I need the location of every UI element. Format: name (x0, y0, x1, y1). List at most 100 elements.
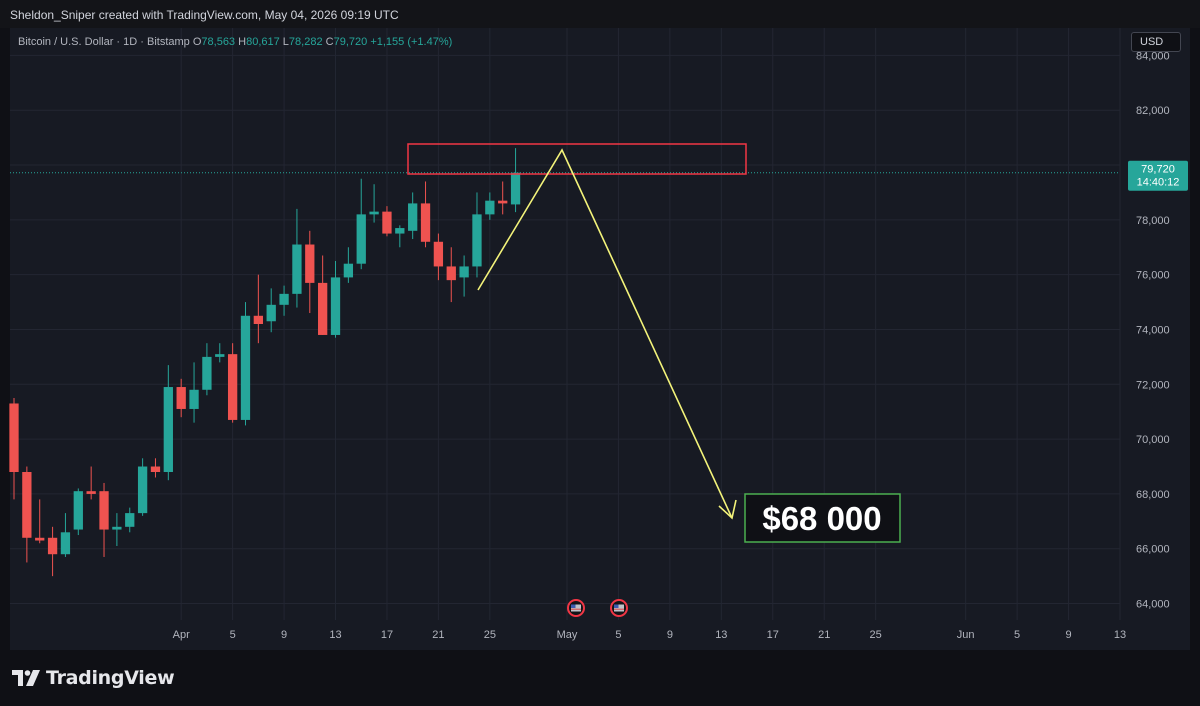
currency-selector[interactable]: USD (1131, 32, 1181, 52)
candle-body (73, 491, 83, 530)
bullish-candle (356, 178, 366, 270)
bearish-candle (318, 255, 328, 335)
price-tick-label: 68,000 (1136, 489, 1170, 501)
bullish-candle (125, 507, 135, 533)
candle-countdown: 14:40:12 (1137, 177, 1180, 189)
bearish-candle (35, 499, 45, 544)
candle-body (330, 277, 341, 335)
candle-body (150, 466, 161, 472)
candle-body (446, 266, 456, 281)
bullish-candle (112, 513, 122, 546)
target-box[interactable] (744, 493, 901, 543)
time-axis[interactable]: Apr 5 9 13 17 21 25 May 5 9 13 17 21 25 Jun 5 9 13 (173, 629, 1127, 641)
us-flag-event-icon[interactable] (567, 599, 585, 617)
bearish-candle (227, 343, 238, 423)
change-value: +1,155 (+1.47%) (370, 36, 453, 48)
bullish-candle (395, 225, 405, 248)
bullish-candle (137, 458, 148, 516)
date-tick-label: 13 (329, 629, 341, 641)
candle-body (99, 491, 109, 530)
price-tick-label: 70,000 (1136, 434, 1170, 446)
bearish-candle (420, 181, 431, 248)
candle-body (60, 532, 71, 555)
date-tick-label: 9 (281, 629, 287, 641)
arrow-head (718, 499, 737, 520)
candle-body (356, 214, 366, 264)
candle-body (318, 282, 328, 335)
price-tick-label: 84,000 (1136, 50, 1170, 62)
candles (9, 148, 521, 577)
current-price-value: 79,720 (1141, 164, 1175, 176)
candle-body (395, 228, 405, 234)
bullish-candle (279, 285, 289, 316)
candle-body (459, 266, 469, 278)
bearish-candle (22, 466, 32, 563)
bullish-candle (510, 148, 521, 213)
symbol-legend[interactable]: Bitcoin / U.S. Dollar · 1D · Bitstamp O 7… (18, 36, 452, 48)
price-tick-label: 82,000 (1136, 105, 1170, 117)
candle-body (125, 513, 135, 527)
candle-body (86, 491, 96, 494)
price-tick-label: 78,000 (1136, 215, 1170, 227)
date-tick-label: 25 (484, 629, 496, 641)
candle-body (472, 214, 482, 267)
date-tick-label: 5 (615, 629, 621, 641)
candle-body (305, 244, 315, 283)
candle-body (292, 244, 302, 294)
bullish-candle (60, 513, 71, 557)
close-value: 79,720 (333, 36, 368, 48)
candle-body (253, 315, 263, 324)
bullish-candle (189, 362, 199, 423)
bullish-candle (459, 255, 469, 297)
chart-panel[interactable] (10, 28, 1190, 650)
date-tick-label: 17 (767, 629, 779, 641)
bullish-candle (202, 343, 212, 396)
tradingview-logo[interactable]: TradingView (12, 667, 175, 689)
author-credit: Sheldon_Sniper created with TradingView.… (10, 8, 399, 22)
date-tick-label: May (557, 629, 578, 641)
candle-body (240, 315, 251, 420)
candle-body (215, 354, 225, 357)
tradingview-wordmark: TradingView (46, 667, 175, 689)
date-tick-label: 25 (870, 629, 882, 641)
bearish-candle (382, 206, 392, 237)
candle-body (343, 263, 354, 278)
bearish-candle (498, 181, 508, 215)
high-label: H (238, 36, 247, 48)
tradingview-logo-icon (12, 670, 40, 686)
bullish-candle (73, 488, 83, 536)
open-label: O (192, 36, 202, 48)
date-tick-label: 13 (715, 629, 727, 641)
header-strip (0, 0, 1200, 28)
us-flag-event-icon[interactable] (610, 599, 628, 617)
projection-arrow[interactable] (477, 148, 733, 519)
bearish-candle (253, 274, 263, 344)
price-axis[interactable]: 64,000 66,000 68,000 70,000 72,000 74,000 76,0… (1136, 50, 1170, 610)
bullish-candle (485, 192, 495, 220)
candle-body (485, 200, 495, 215)
symbol-name[interactable]: Bitcoin / U.S. Dollar · 1D · Bitstamp (18, 36, 190, 48)
candle-body (47, 537, 58, 555)
candle-body (510, 172, 521, 205)
bullish-candle (163, 365, 173, 481)
bullish-candle (472, 192, 482, 278)
bearish-candle (150, 458, 161, 478)
candle-body (279, 293, 289, 305)
bearish-candle (433, 233, 444, 281)
date-tick-label: Apr (173, 629, 190, 641)
low-label: L (282, 36, 289, 48)
bearish-candle (446, 247, 456, 303)
candle-body (9, 403, 19, 472)
date-tick-label: 5 (1014, 629, 1020, 641)
candle-body (35, 537, 45, 541)
candle-body (22, 472, 32, 538)
price-tick-label: 74,000 (1136, 324, 1170, 336)
current-price-tag: 79,720 14:40:12 (1128, 160, 1188, 191)
candle-body (266, 304, 276, 322)
resistance-zone-box[interactable] (407, 143, 747, 175)
bearish-candle (47, 526, 58, 577)
candle-body (408, 203, 418, 231)
bullish-candle (266, 288, 276, 333)
candle-body (369, 211, 379, 215)
